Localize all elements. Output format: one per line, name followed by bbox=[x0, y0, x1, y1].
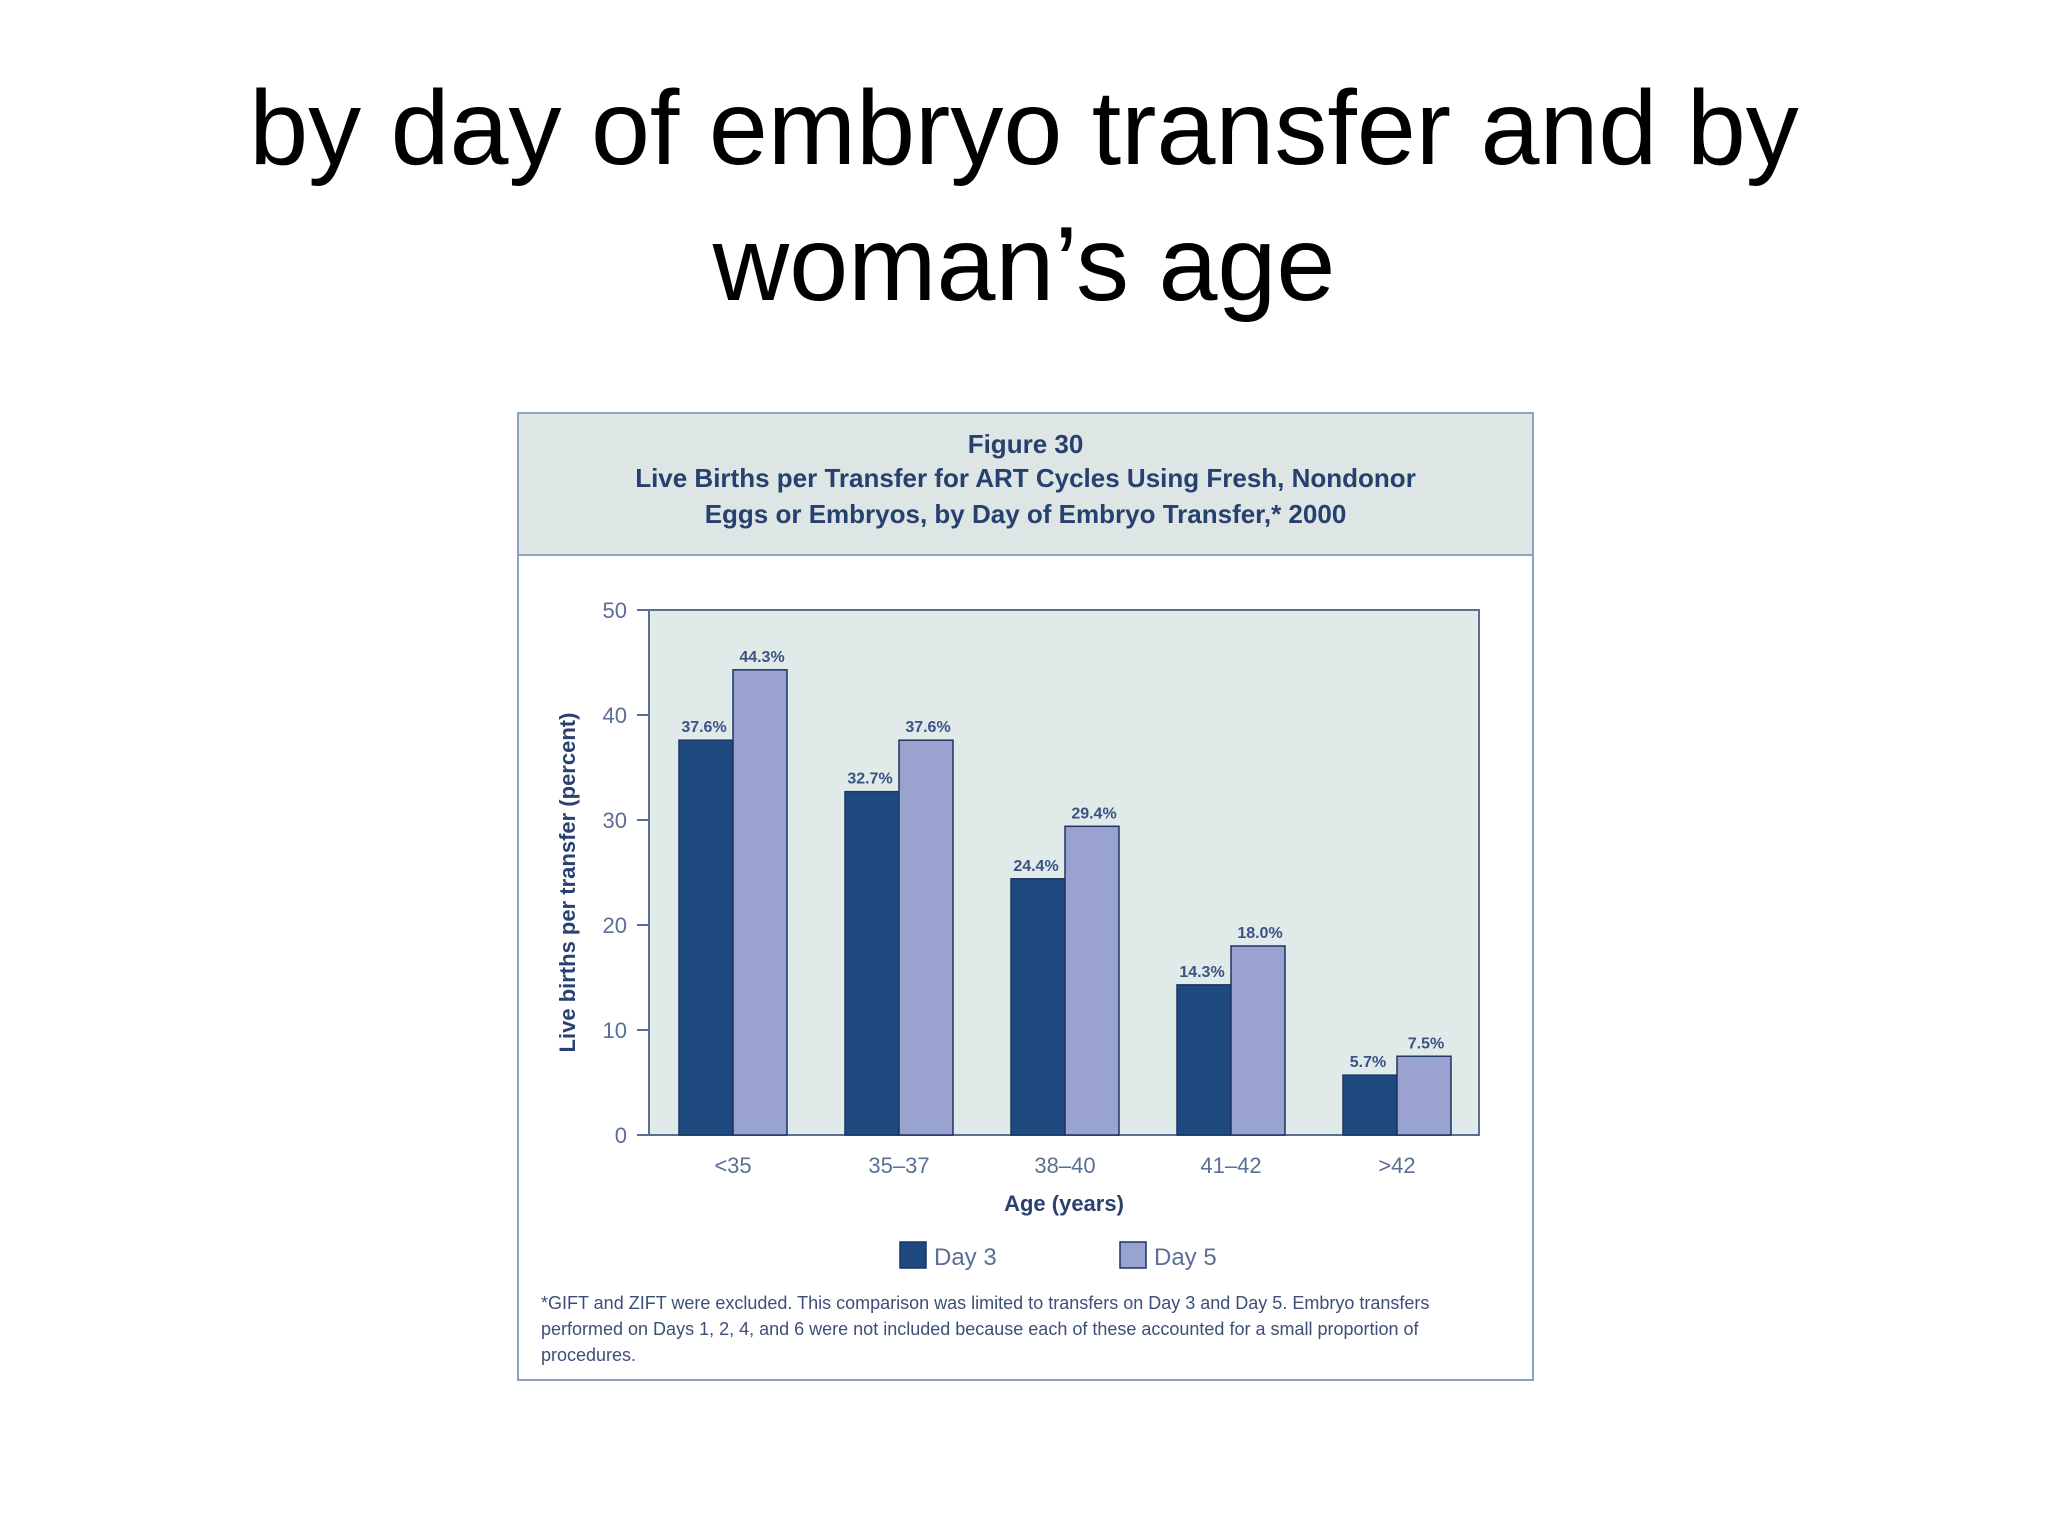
data-label-day5-1: 37.6% bbox=[905, 719, 950, 736]
data-label-day3-2: 24.4% bbox=[1013, 858, 1058, 875]
figure-panel: Figure 30 Live Births per Transfer for A… bbox=[517, 412, 1534, 1381]
data-label-day3-3: 14.3% bbox=[1179, 964, 1224, 981]
figure-footnote: *GIFT and ZIFT were excluded. This compa… bbox=[541, 1293, 1430, 1365]
bar-day5-2 bbox=[1064, 825, 1120, 1136]
data-label-day3-1: 32.7% bbox=[847, 771, 892, 788]
x-axis-title: Age (years) bbox=[1004, 1191, 1124, 1216]
bar-day3-3 bbox=[1176, 984, 1232, 1136]
bar-day3-1 bbox=[844, 790, 900, 1136]
legend-label-day5: Day 5 bbox=[1154, 1244, 1217, 1271]
y-tick-label-0: 0 bbox=[615, 1123, 627, 1148]
bar-day5-3 bbox=[1230, 945, 1286, 1136]
data-label-day3-4: 5.7% bbox=[1350, 1054, 1386, 1071]
bar-day5-4 bbox=[1396, 1055, 1452, 1136]
slide-title: by day of embryo transfer and by woman’s… bbox=[0, 60, 2048, 332]
bar-day3-2 bbox=[1010, 878, 1066, 1136]
legend-swatch-day3 bbox=[899, 1241, 927, 1269]
data-label-day5-3: 18.0% bbox=[1237, 925, 1282, 942]
figure-number: Figure 30 bbox=[967, 429, 1084, 459]
figure-caption-line-1: Live Births per Transfer for ART Cycles … bbox=[635, 463, 1416, 493]
data-label-day5-4: 7.5% bbox=[1408, 1035, 1444, 1052]
y-tick-label-40: 40 bbox=[603, 703, 627, 728]
y-tick-label-50: 50 bbox=[603, 598, 627, 623]
bars-group: 37.6% 44.3% 32.7% 37.6% 24.4% 29.4% 14.3% 18.0%… bbox=[678, 649, 1452, 1136]
y-tick-label-30: 30 bbox=[603, 808, 627, 833]
bar-day3-4 bbox=[1342, 1074, 1398, 1136]
figure-caption-line-2: Eggs or Embryos, by Day of Embryo Transf… bbox=[704, 499, 1347, 529]
y-axis: 0 10 20 30 40 50 bbox=[603, 598, 649, 1148]
bar-day5-0 bbox=[732, 669, 788, 1136]
data-label-day5-2: 29.4% bbox=[1071, 805, 1116, 822]
data-label-day5-0: 44.3% bbox=[739, 649, 784, 666]
x-tick-label-3: 41–42 bbox=[1200, 1153, 1261, 1178]
x-tick-label-2: 38–40 bbox=[1034, 1153, 1095, 1178]
x-tick-label-4: >42 bbox=[1378, 1153, 1415, 1178]
legend-swatch-day5 bbox=[1119, 1241, 1147, 1269]
bar-day5-1 bbox=[898, 739, 954, 1136]
x-axis: <35 35–37 38–40 41–42 >42 bbox=[714, 1153, 1415, 1178]
data-label-day3-0: 37.6% bbox=[681, 719, 726, 736]
bar-day3-0 bbox=[678, 739, 734, 1136]
slide-title-line-1: by day of embryo transfer and by bbox=[249, 69, 1799, 187]
y-tick-label-20: 20 bbox=[603, 913, 627, 938]
x-tick-label-0: <35 bbox=[714, 1153, 751, 1178]
figure-header: Figure 30 Live Births per Transfer for A… bbox=[519, 414, 1532, 556]
x-tick-label-1: 35–37 bbox=[868, 1153, 929, 1178]
legend: Day 3 Day 5 bbox=[899, 1241, 1217, 1271]
slide-title-line-2: woman’s age bbox=[712, 205, 1336, 323]
y-axis-title: Live births per transfer (percent) bbox=[555, 713, 580, 1053]
y-tick-label-10: 10 bbox=[603, 1018, 627, 1043]
bar-chart: 0 10 20 30 40 50 37.6% 44.3% 32.7% 37.6% 24.4% 29.… bbox=[555, 598, 1480, 1271]
legend-label-day3: Day 3 bbox=[934, 1244, 997, 1271]
